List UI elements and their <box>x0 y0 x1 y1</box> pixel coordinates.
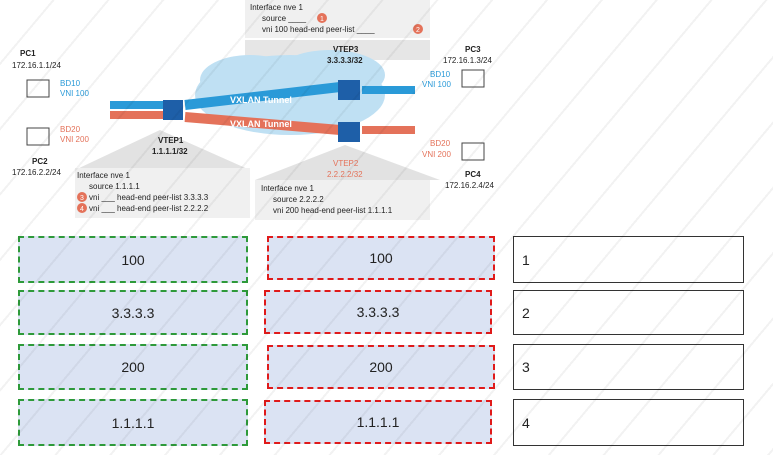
vtep1-config-line: vni ___ head-end peer-list 2.2.2.2 <box>89 204 209 213</box>
pc4-bd: BD20 <box>430 139 451 148</box>
vtep2-ip: 2.2.2.2/32 <box>327 170 363 179</box>
pc4-computer-icon <box>461 142 485 161</box>
vxlan-tunnel-blue <box>184 82 341 110</box>
pc2-ip: 172.16.2.2/24 <box>12 168 61 177</box>
vtep2-config-line: Interface nve 1 <box>261 184 314 193</box>
marker-3-label: 3 <box>80 195 84 202</box>
pc3-ip: 172.16.1.3/24 <box>443 56 492 65</box>
marker-2-label: 2 <box>416 27 420 34</box>
pc1-vni: VNI 100 <box>60 89 89 98</box>
option-200[interactable]: 200 <box>18 344 248 390</box>
marker-1 <box>317 13 327 23</box>
vtep2-config-shadow <box>255 145 440 180</box>
marker-4-label: 4 <box>80 206 84 213</box>
vtep1-config-line: source 1.1.1.1 <box>89 182 140 191</box>
vtep3-name: VTEP3 <box>333 45 359 54</box>
answer-slot-1[interactable]: 100 <box>267 236 495 280</box>
pc2-bd: BD20 <box>60 125 81 134</box>
vtep3-config-panel <box>245 0 430 38</box>
pc3-bd: BD10 <box>430 70 451 79</box>
pc1-bd: BD10 <box>60 79 81 88</box>
answer-slot-4[interactable]: 1.1.1.1 <box>264 400 492 444</box>
marker-2 <box>413 24 423 34</box>
vtep3-config-line: source ____ <box>262 14 307 23</box>
option-1.1.1.1[interactable]: 1.1.1.1 <box>18 399 248 446</box>
vtep2-config-line: vni 200 head-end peer-list 1.1.1.1 <box>273 206 393 215</box>
pc3-computer-icon <box>461 69 485 88</box>
answer-slot-3[interactable]: 200 <box>267 345 495 389</box>
vxlan-tunnel-red <box>184 112 341 135</box>
target-1: 1 <box>513 236 744 283</box>
vtep1-config-shadow <box>75 130 250 170</box>
answer-slot-2[interactable]: 3.3.3.3 <box>264 290 492 334</box>
vtep1-switch-icon <box>163 100 183 120</box>
vxlan-topology-diagram: VXLAN Tunnel VXLAN Tunnel PC1 172.16.1.1… <box>12 0 494 220</box>
pc3-vni: VNI 100 <box>422 80 451 89</box>
target-2: 2 <box>513 290 744 335</box>
pc2-name: PC2 <box>32 157 48 166</box>
marker-4 <box>77 203 87 213</box>
vtep1-config-line: vni ___ head-end peer-list 3.3.3.3 <box>89 193 209 202</box>
vtep1-name: VTEP1 <box>158 136 184 145</box>
option-100[interactable]: 100 <box>18 236 248 283</box>
marker-1-label: 1 <box>320 16 324 23</box>
vtep2-name: VTEP2 <box>333 159 359 168</box>
tunnel-label-red: VXLAN Tunnel <box>230 119 292 129</box>
tunnel-label-blue: VXLAN Tunnel <box>230 95 292 105</box>
vtep1-ip: 1.1.1.1/32 <box>152 147 188 156</box>
pc3-name: PC3 <box>465 45 481 54</box>
pc4-ip: 172.16.2.4/24 <box>445 181 494 190</box>
vtep2-config-line: source 2.2.2.2 <box>273 195 324 204</box>
option-3.3.3.3[interactable]: 3.3.3.3 <box>18 290 248 335</box>
vtep2-switch-icon <box>338 122 360 142</box>
vtep3-config-shadow <box>245 40 430 60</box>
vtep3-config-line: Interface nve 1 <box>250 3 303 12</box>
target-4: 4 <box>513 399 744 446</box>
pc2-vni: VNI 200 <box>60 135 89 144</box>
vtep2-config-panel <box>255 180 430 220</box>
pc4-vni: VNI 200 <box>422 150 451 159</box>
pc2-computer-icon <box>26 127 50 146</box>
vtep3-ip: 3.3.3.3/32 <box>327 56 363 65</box>
pc1-computer-icon <box>26 79 50 98</box>
vtep3-switch-icon <box>338 80 360 100</box>
pc1-ip: 172.16.1.1/24 <box>12 61 61 70</box>
vtep1-config-panel <box>75 168 250 218</box>
pc4-name: PC4 <box>465 170 481 179</box>
target-3: 3 <box>513 344 744 390</box>
marker-3 <box>77 192 87 202</box>
vtep1-config-line: Interface nve 1 <box>77 171 130 180</box>
pc1-name: PC1 <box>20 49 36 58</box>
vtep3-config-line: vni 100 head-end peer-list ____ <box>262 25 375 34</box>
